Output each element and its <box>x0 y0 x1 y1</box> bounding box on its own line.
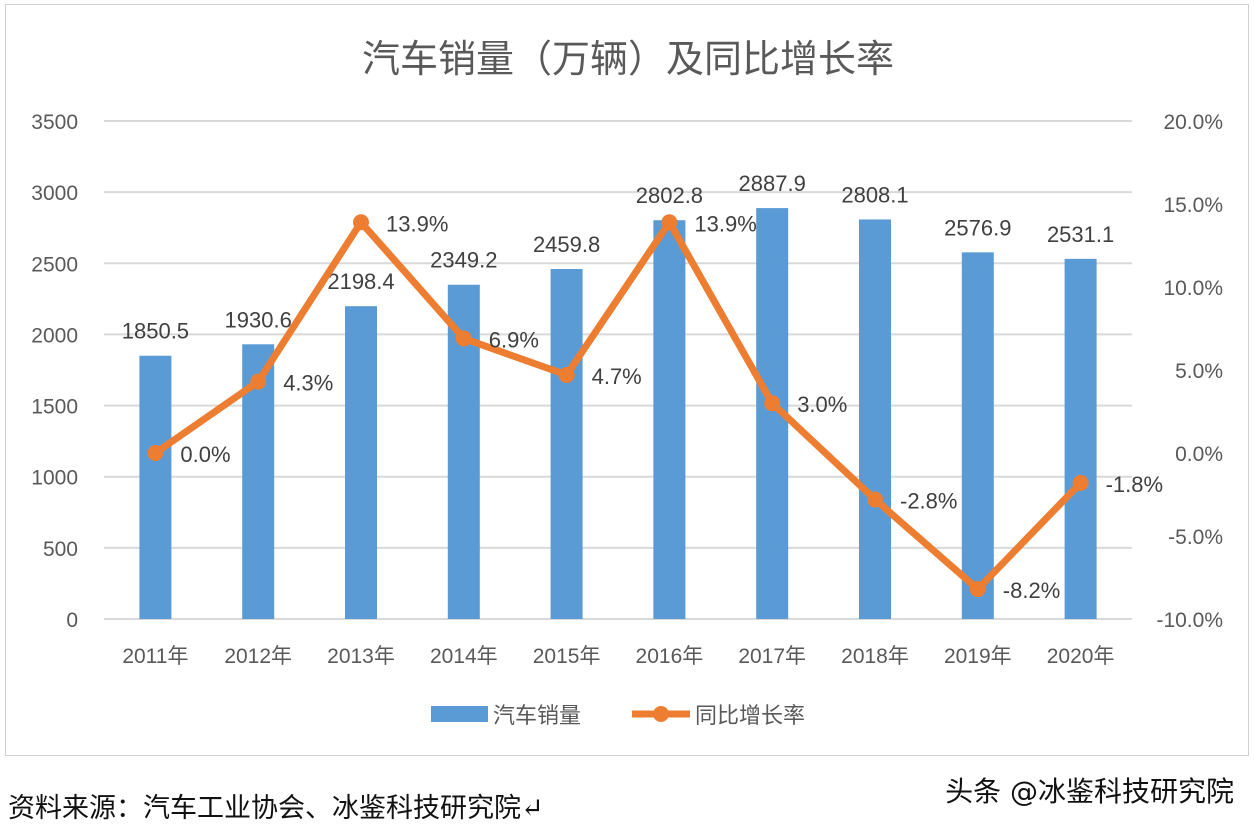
bar-data-label: 2802.8 <box>636 183 703 208</box>
bar-data-label: 1930.6 <box>225 307 292 332</box>
line-point <box>147 445 164 461</box>
line-data-label: 13.9% <box>694 211 756 236</box>
line-data-label: 4.3% <box>283 371 333 396</box>
line-point <box>1072 474 1089 491</box>
line-data-label: 4.7% <box>592 364 642 389</box>
bar-data-label: 2576.9 <box>944 215 1011 240</box>
right-axis-tick: 10.0% <box>1163 277 1223 300</box>
bar-data-label: 2808.1 <box>841 182 908 207</box>
bar <box>550 269 583 619</box>
x-axis-tick: 2019年 <box>944 645 1012 668</box>
right-axis-tick: 20.0% <box>1163 111 1223 134</box>
line-point <box>661 214 678 231</box>
x-axis-tick: 2015年 <box>533 645 601 668</box>
left-axis-tick: 2500 <box>31 253 78 276</box>
x-axis-tick: 2014年 <box>430 645 498 668</box>
bar-data-label: 2198.4 <box>327 269 394 294</box>
bar <box>859 219 891 619</box>
line-data-label: -8.2% <box>1003 578 1060 603</box>
line-data-label: 13.9% <box>386 211 448 236</box>
x-axis-tick: 2018年 <box>841 645 909 668</box>
growth-line <box>153 218 1084 593</box>
right-axis-tick: -10.0% <box>1156 609 1223 632</box>
bar-data-label: 2887.9 <box>739 171 806 196</box>
bar <box>345 306 377 619</box>
x-axis-tick: 2011年 <box>122 645 188 668</box>
x-axis-tick: 2016年 <box>636 645 704 668</box>
left-axis-tick: 1500 <box>31 396 78 419</box>
line-data-label: -2.8% <box>900 488 957 513</box>
right-axis-tick: 0.0% <box>1175 443 1223 466</box>
bar-data-label: 2531.1 <box>1047 222 1114 247</box>
legend-line-label: 同比增长率 <box>695 704 805 729</box>
bar-data-label: 1850.5 <box>122 319 189 344</box>
line-data-label: 6.9% <box>489 327 539 352</box>
chart-title: 汽车销量（万辆）及同比增长率 <box>362 37 894 81</box>
bar <box>139 355 172 619</box>
line-point <box>558 366 575 383</box>
left-axis-tick: 1000 <box>31 467 78 490</box>
chart-frame <box>5 4 1249 756</box>
left-axis-tick: 2000 <box>31 324 78 347</box>
x-axis-tick: 2013年 <box>327 645 395 668</box>
bar <box>1064 258 1097 619</box>
bar <box>961 252 994 620</box>
line-point <box>969 581 986 598</box>
x-axis-tick: 2012年 <box>224 645 292 668</box>
bar-data-label: 2349.2 <box>430 248 497 273</box>
left-axis-tick: 3500 <box>31 111 78 134</box>
line-point <box>353 214 369 231</box>
line-point <box>867 491 883 508</box>
line-point <box>250 373 267 390</box>
line-data-label: 0.0% <box>180 442 230 467</box>
legend-bar-label: 汽车销量 <box>493 704 581 729</box>
left-axis-tick: 500 <box>43 538 78 561</box>
x-axis-tick: 2020年 <box>1047 645 1115 668</box>
x-axis-tick: 2017年 <box>738 645 806 668</box>
line-data-label: 3.0% <box>797 392 847 417</box>
line-data-label: -1.8% <box>1106 472 1163 497</box>
source-note: 资料来源：汽车工业协会、冰鉴科技研究院↵ <box>8 793 544 824</box>
legend-bar-swatch <box>431 706 488 722</box>
right-axis-tick: -5.0% <box>1168 526 1223 549</box>
line-point <box>455 330 472 347</box>
right-axis-tick: 15.0% <box>1163 194 1223 217</box>
watermark: 头条 @冰鉴科技研究院 <box>945 775 1234 808</box>
right-axis-tick: 5.0% <box>1175 360 1223 383</box>
legend-line-marker <box>653 706 669 722</box>
bar-data-label: 2459.8 <box>533 232 600 257</box>
line-point <box>764 395 781 412</box>
left-axis-tick: 3000 <box>31 182 78 205</box>
bar <box>653 220 686 619</box>
left-axis-tick: 0 <box>66 609 78 632</box>
